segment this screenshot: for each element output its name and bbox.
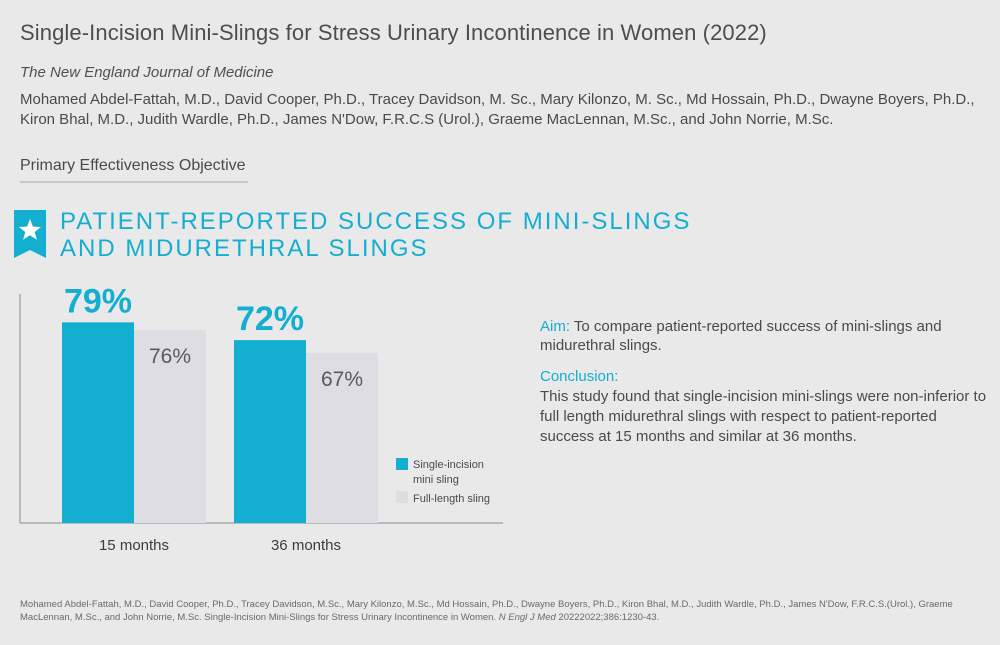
x-tick-label: 36 months — [271, 537, 341, 554]
bar-mini-sling-2 — [234, 340, 306, 523]
conclusion-block: Conclusion: This study found that single… — [540, 367, 990, 447]
bar-chart: 79% 76% 15 months 72% 67% 36 months Single-inc… — [19, 282, 503, 554]
legend-label-mini-sling-line2: mini sling — [413, 474, 459, 486]
legend-label-mini-sling-line1: Single-incision — [413, 459, 484, 471]
legend-label-full-length: Full-length sling — [413, 493, 490, 505]
data-label: 76% — [149, 345, 191, 368]
bar-mini-sling-1 — [62, 322, 134, 523]
author-list: Mohamed Abdel-Fattah, M.D., David Cooper… — [20, 91, 975, 128]
footnote-citation: 20222022;386:1230-43. — [555, 612, 660, 623]
data-label: 72% — [236, 300, 304, 338]
section-label: Primary Effectiveness Objective — [20, 157, 248, 183]
aim-block: Aim: To compare patient-reported success… — [540, 317, 980, 355]
headline-line-2: and Midurethral Slings — [60, 235, 429, 262]
aim-label: Aim: — [540, 318, 570, 335]
star-icon — [14, 210, 46, 258]
headline-line-1: Patient-Reported Success of Mini-Slings — [60, 208, 692, 235]
data-label: 79% — [64, 282, 132, 320]
chart-headline: Patient-Reported Success of Mini-Slings … — [60, 208, 691, 262]
journal-name: The New England Journal of Medicine — [20, 64, 274, 81]
footnote-journal: N Engl J Med — [498, 612, 556, 623]
x-tick-label: 15 months — [99, 537, 169, 554]
aim-text: To compare patient-reported success of m… — [540, 318, 942, 354]
bar-full-length-2 — [306, 352, 378, 523]
bar-full-length-1 — [134, 329, 206, 523]
citation-footnote: Mohamed Abdel-Fattah, M.D., David Cooper… — [20, 598, 990, 624]
footnote-text: Mohamed Abdel-Fattah, M.D., David Cooper… — [20, 599, 953, 623]
legend-swatch-mini-sling — [396, 458, 408, 470]
page-title: Single-Incision Mini-Slings for Stress U… — [20, 20, 767, 45]
conclusion-label: Conclusion: — [540, 368, 619, 385]
conclusion-text: This study found that single-incision mi… — [540, 388, 987, 445]
legend-swatch-full-length — [396, 491, 408, 503]
data-label: 67% — [321, 368, 363, 391]
